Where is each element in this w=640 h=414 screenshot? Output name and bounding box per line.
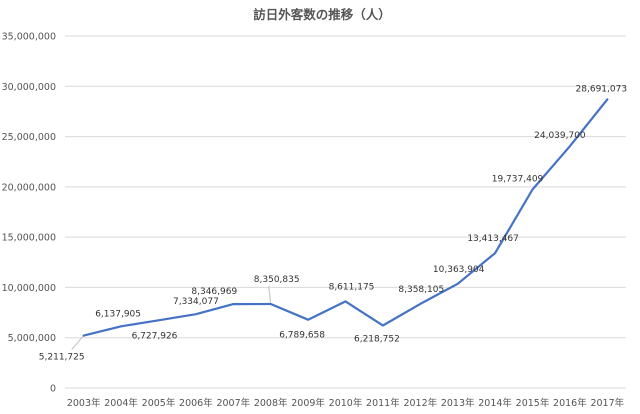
x-tick-label: 2008年 <box>254 397 288 409</box>
data-label: 10,363,904 <box>433 265 485 275</box>
data-label: 19,737,409 <box>492 174 544 184</box>
data-label: 28,691,073 <box>576 84 628 94</box>
data-label: 6,137,905 <box>95 309 141 319</box>
data-label: 8,358,105 <box>398 285 444 295</box>
y-tick-label: 20,000,000 <box>2 182 56 193</box>
data-label: 5,211,725 <box>39 353 85 363</box>
x-tick-label: 2015年 <box>516 397 550 409</box>
x-axis-ticks: 2003年 2004年 2005年 2006年 2007年 2008年 2009年 2010年… <box>67 397 625 409</box>
label-leader-line <box>268 285 272 305</box>
data-labels: 5,211,725 6,137,905 6,727,926 7,334,0778,34… <box>39 84 627 362</box>
x-tick-label: 2011年 <box>366 397 400 409</box>
x-tick-label: 2003年 <box>67 397 101 409</box>
x-tick-label: 2016年 <box>553 397 587 409</box>
x-tick-label: 2017年 <box>590 397 624 409</box>
y-tick-label: 10,000,000 <box>2 283 56 294</box>
y-tick-label: 25,000,000 <box>2 132 56 143</box>
data-label: 13,413,467 <box>467 234 519 244</box>
x-tick-label: 2005年 <box>142 397 176 409</box>
x-tick-label: 2006年 <box>179 397 213 409</box>
data-label: 7,334,077 <box>173 297 219 307</box>
data-label: 6,218,752 <box>354 334 400 344</box>
x-tick-label: 2013年 <box>441 397 475 409</box>
chart-title: 訪日外客数の推移（人） <box>253 7 391 22</box>
x-tick-label: 2007年 <box>216 397 250 409</box>
x-tick-label: 2014年 <box>478 397 512 409</box>
leader-lines <box>71 285 272 350</box>
series-line <box>82 98 609 337</box>
label-leader-line <box>71 335 85 350</box>
data-label: 6,727,926 <box>132 331 178 341</box>
data-label: 24,039,700 <box>534 131 586 141</box>
y-tick-label: 35,000,000 <box>2 32 56 43</box>
data-label: 6,789,658 <box>279 331 325 341</box>
y-tick-label: 30,000,000 <box>2 82 56 93</box>
y-tick-label: 5,000,000 <box>8 333 56 344</box>
y-tick-label: 0 <box>50 384 56 395</box>
x-tick-label: 2009年 <box>291 397 325 409</box>
x-tick-label: 2012年 <box>403 397 437 409</box>
y-axis-ticks: 0 5,000,000 10,000,000 15,000,000 20,000,000… <box>2 32 56 395</box>
data-label: 8,346,969 <box>191 287 237 297</box>
x-tick-label: 2010年 <box>329 397 363 409</box>
grid-lines <box>65 35 626 389</box>
data-label: 8,350,835 <box>254 275 300 285</box>
y-tick-label: 15,000,000 <box>2 233 56 244</box>
x-tick-label: 2004年 <box>104 397 138 409</box>
data-label: 8,611,175 <box>329 282 375 292</box>
